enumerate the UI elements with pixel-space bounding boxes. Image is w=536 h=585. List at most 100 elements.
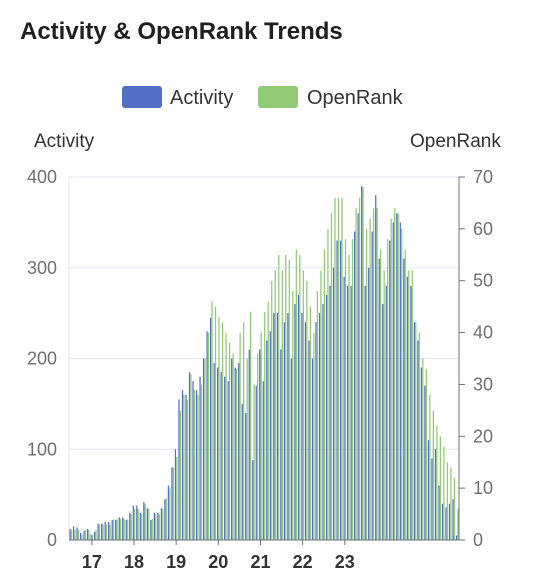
- bar-openrank[interactable]: [453, 477, 456, 540]
- bar-openrank[interactable]: [239, 332, 241, 540]
- bar-openrank[interactable]: [242, 322, 245, 540]
- bar-activity[interactable]: [434, 449, 437, 540]
- bar-openrank[interactable]: [151, 519, 153, 540]
- bar-openrank[interactable]: [320, 270, 322, 540]
- bar-activity[interactable]: [297, 294, 300, 540]
- bar-activity[interactable]: [382, 304, 384, 540]
- bar-openrank[interactable]: [232, 353, 234, 540]
- bar-activity[interactable]: [199, 376, 201, 540]
- bar-activity[interactable]: [245, 412, 247, 540]
- bar-openrank[interactable]: [271, 280, 273, 540]
- bar-activity[interactable]: [431, 458, 433, 540]
- bar-openrank[interactable]: [109, 524, 111, 540]
- bar-openrank[interactable]: [446, 462, 449, 540]
- bar-openrank[interactable]: [394, 208, 396, 540]
- bar-openrank[interactable]: [183, 394, 185, 540]
- bar-openrank[interactable]: [207, 332, 210, 540]
- bar-activity[interactable]: [378, 258, 380, 540]
- bar-openrank[interactable]: [292, 291, 294, 540]
- bar-openrank[interactable]: [193, 389, 196, 540]
- bar-openrank[interactable]: [141, 514, 143, 540]
- bar-activity[interactable]: [336, 240, 338, 540]
- bar-openrank[interactable]: [169, 488, 171, 540]
- bar-openrank[interactable]: [450, 467, 452, 540]
- bar-openrank[interactable]: [70, 529, 73, 540]
- bar-openrank[interactable]: [330, 213, 333, 541]
- bar-activity[interactable]: [153, 512, 156, 540]
- bar-openrank[interactable]: [327, 228, 329, 540]
- bar-activity[interactable]: [420, 367, 423, 540]
- bar-activity[interactable]: [188, 372, 191, 540]
- bar-openrank[interactable]: [98, 524, 101, 540]
- bar-openrank[interactable]: [176, 457, 178, 540]
- bar-openrank[interactable]: [260, 332, 262, 540]
- bar-activity[interactable]: [178, 399, 180, 540]
- bar-activity[interactable]: [72, 526, 75, 540]
- bar-openrank[interactable]: [418, 332, 420, 540]
- bar-activity[interactable]: [322, 304, 324, 540]
- bar-openrank[interactable]: [253, 384, 255, 540]
- bar-activity[interactable]: [269, 331, 271, 540]
- bar-openrank[interactable]: [162, 508, 164, 540]
- bar-openrank[interactable]: [369, 218, 371, 540]
- bar-openrank[interactable]: [372, 208, 375, 540]
- bar-activity[interactable]: [290, 358, 293, 541]
- bar-activity[interactable]: [399, 222, 401, 540]
- bar-activity[interactable]: [368, 267, 370, 540]
- bar-activity[interactable]: [371, 231, 373, 540]
- bar-activity[interactable]: [339, 240, 342, 540]
- bar-openrank[interactable]: [148, 508, 150, 540]
- bar-activity[interactable]: [224, 376, 226, 540]
- bar-openrank[interactable]: [74, 529, 76, 540]
- bar-openrank[interactable]: [186, 399, 189, 540]
- bar-openrank[interactable]: [341, 197, 343, 540]
- bar-activity[interactable]: [396, 213, 398, 541]
- bar-openrank[interactable]: [348, 254, 350, 541]
- bar-activity[interactable]: [318, 313, 321, 540]
- bar-activity[interactable]: [283, 322, 286, 540]
- bar-activity[interactable]: [448, 503, 451, 540]
- bar-activity[interactable]: [195, 390, 198, 540]
- bar-activity[interactable]: [452, 499, 454, 540]
- bar-openrank[interactable]: [200, 384, 203, 540]
- bar-openrank[interactable]: [425, 368, 427, 540]
- bar-activity[interactable]: [455, 535, 458, 540]
- bar-openrank[interactable]: [285, 254, 287, 541]
- bar-openrank[interactable]: [228, 342, 231, 540]
- bar-openrank[interactable]: [351, 239, 354, 540]
- bar-openrank[interactable]: [246, 358, 248, 541]
- bar-openrank[interactable]: [158, 514, 160, 540]
- bar-openrank[interactable]: [380, 249, 382, 540]
- bar-openrank[interactable]: [179, 410, 182, 540]
- bar-openrank[interactable]: [316, 291, 319, 540]
- bar-openrank[interactable]: [288, 259, 290, 540]
- bar-activity[interactable]: [86, 529, 89, 540]
- bar-openrank[interactable]: [190, 374, 192, 540]
- bar-openrank[interactable]: [112, 519, 115, 540]
- bar-openrank[interactable]: [436, 425, 438, 540]
- bar-openrank[interactable]: [81, 534, 83, 540]
- bar-activity[interactable]: [389, 240, 391, 540]
- bar-activity[interactable]: [192, 381, 194, 540]
- bar-activity[interactable]: [83, 530, 85, 540]
- bar-openrank[interactable]: [257, 353, 259, 540]
- bar-activity[interactable]: [79, 532, 82, 540]
- bar-activity[interactable]: [220, 372, 222, 540]
- bar-openrank[interactable]: [422, 358, 424, 541]
- bar-openrank[interactable]: [214, 306, 217, 540]
- bar-activity[interactable]: [343, 276, 345, 540]
- bar-activity[interactable]: [427, 440, 430, 540]
- bar-activity[interactable]: [280, 349, 282, 540]
- bar-openrank[interactable]: [411, 270, 413, 540]
- bar-openrank[interactable]: [408, 270, 410, 540]
- bar-openrank[interactable]: [221, 322, 224, 540]
- bar-activity[interactable]: [329, 285, 331, 540]
- bar-openrank[interactable]: [429, 394, 431, 540]
- bar-activity[interactable]: [410, 285, 412, 540]
- bar-openrank[interactable]: [401, 228, 403, 540]
- bar-activity[interactable]: [146, 508, 148, 540]
- bar-activity[interactable]: [150, 520, 152, 540]
- bar-openrank[interactable]: [278, 254, 280, 541]
- bar-openrank[interactable]: [91, 534, 94, 540]
- bar-openrank[interactable]: [313, 332, 315, 540]
